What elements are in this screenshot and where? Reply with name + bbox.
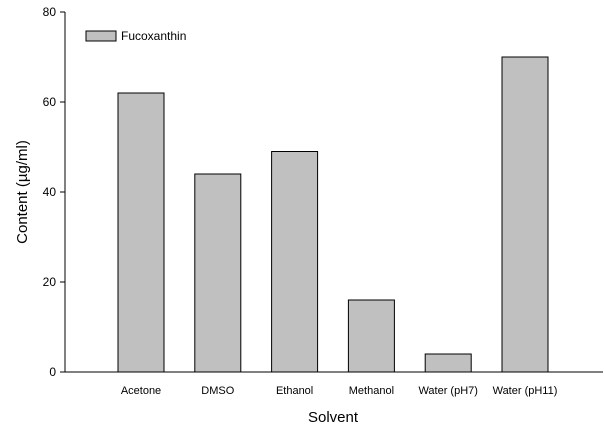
x-axis-title: Solvent xyxy=(308,409,359,426)
y-tick-label: 0 xyxy=(49,365,56,379)
legend-label: Fucoxanthin xyxy=(121,29,186,43)
y-tick-label: 80 xyxy=(43,5,57,19)
y-tick-label: 20 xyxy=(43,275,57,289)
x-tick-label: Acetone xyxy=(121,385,161,397)
x-tick-label: Water (pH11) xyxy=(493,385,558,397)
bar-dmso xyxy=(194,173,242,373)
x-tick-label: Ethanol xyxy=(276,385,313,397)
bar-water-ph11 xyxy=(501,56,549,373)
y-axis-title: Content (µg/ml) xyxy=(14,140,31,244)
legend: Fucoxanthin xyxy=(85,29,186,43)
bars xyxy=(117,56,549,373)
y-tick-label: 40 xyxy=(43,185,57,199)
bar-acetone xyxy=(117,92,165,373)
x-axis-tick-labels: Acetone DMSO Ethanol Methanol Water (pH7) Wat… xyxy=(121,385,558,397)
bar-water-ph7 xyxy=(424,353,472,373)
y-axis-ticks: 0 20 40 60 80 xyxy=(43,5,65,379)
x-tick-label: Water (pH7) xyxy=(418,385,478,397)
legend-swatch xyxy=(85,30,117,42)
x-tick-label: Methanol xyxy=(349,385,394,397)
y-tick-label: 60 xyxy=(43,95,57,109)
x-tick-label: DMSO xyxy=(201,385,234,397)
bar-methanol xyxy=(347,299,395,373)
bar-ethanol xyxy=(271,151,319,373)
